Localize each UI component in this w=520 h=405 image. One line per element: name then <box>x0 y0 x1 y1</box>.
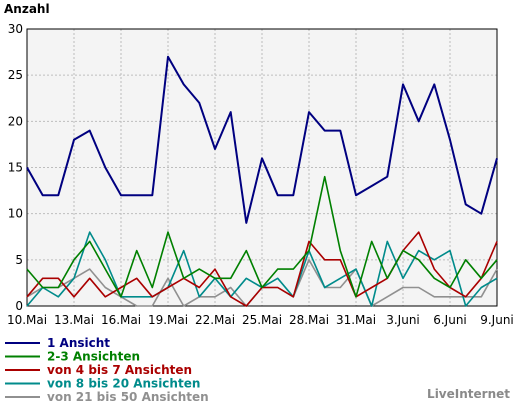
x-tick-label: 9.Juni <box>480 313 514 327</box>
legend-label: von 21 bis 50 Ansichten <box>47 390 209 404</box>
x-tick-label: 22.Mai <box>195 313 235 327</box>
x-tick-label: 19.Mai <box>148 313 188 327</box>
x-tick-label: 3.Juni <box>386 313 420 327</box>
legend-label: von 4 bis 7 Ansichten <box>47 363 192 377</box>
x-tick-label: 10.Mai <box>7 313 47 327</box>
y-axis-label: Anzahl <box>4 2 50 16</box>
x-tick-label: 16.Mai <box>101 313 141 327</box>
y-axis-ticks: 0 5 10 15 20 25 30 <box>8 22 23 313</box>
series-lines <box>26 55 498 307</box>
legend-label: 2-3 Ansichten <box>47 350 140 364</box>
y-tick-label: 0 <box>15 299 23 313</box>
legend-label: von 8 bis 20 Ansichten <box>47 377 200 391</box>
y-tick-label: 30 <box>8 22 23 36</box>
brand-logo: LiveInternet <box>427 387 510 401</box>
x-axis-ticks: 10.Mai 13.Mai 16.Mai 19.Mai 22.Mai 25.Mai 28.M… <box>7 313 514 327</box>
y-tick-label: 5 <box>15 253 23 267</box>
x-tick-label: 13.Mai <box>54 313 94 327</box>
x-tick-label: 31.Mai <box>336 313 376 327</box>
legend-label: 1 Ansicht <box>47 336 110 350</box>
y-tick-label: 20 <box>8 114 23 128</box>
x-tick-label: 6.Juni <box>433 313 467 327</box>
y-tick-label: 10 <box>8 207 23 221</box>
series-line-1 <box>26 175 498 298</box>
y-tick-label: 15 <box>8 161 23 175</box>
x-tick-label: 28.Mai <box>289 313 329 327</box>
x-tick-label: 25.Mai <box>242 313 282 327</box>
series-line-0 <box>26 55 498 224</box>
y-tick-label: 25 <box>8 68 23 82</box>
